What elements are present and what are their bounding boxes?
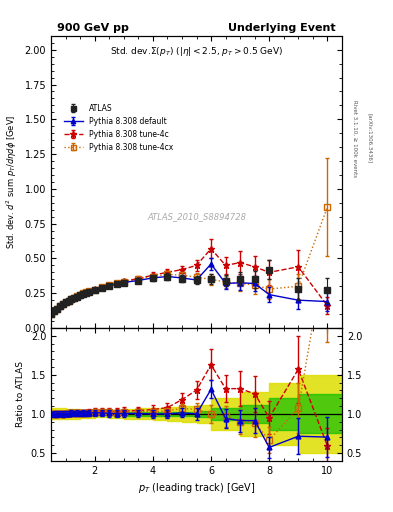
Legend: ATLAS, Pythia 8.308 default, Pythia 8.308 tune-4c, Pythia 8.308 tune-4cx: ATLAS, Pythia 8.308 default, Pythia 8.30… [61,101,176,155]
Text: Std. dev.$\Sigma(p_T)$ ($|\eta| < 2.5$, $p_T > 0.5$ GeV): Std. dev.$\Sigma(p_T)$ ($|\eta| < 2.5$, … [110,45,283,58]
Text: [arXiv:1306.3436]: [arXiv:1306.3436] [367,113,373,163]
X-axis label: $p_T$ (leading track) [GeV]: $p_T$ (leading track) [GeV] [138,481,255,495]
Text: Rivet 3.1.10, ≥ 100k events: Rivet 3.1.10, ≥ 100k events [352,100,357,177]
Text: ATLAS_2010_S8894728: ATLAS_2010_S8894728 [147,212,246,222]
Y-axis label: Std. dev. $d^2$ sum $p_T/d\eta d\phi$ [GeV]: Std. dev. $d^2$ sum $p_T/d\eta d\phi$ [G… [5,115,19,249]
Text: 900 GeV pp: 900 GeV pp [57,23,129,33]
Text: Underlying Event: Underlying Event [228,23,336,33]
Y-axis label: Ratio to ATLAS: Ratio to ATLAS [16,361,25,428]
